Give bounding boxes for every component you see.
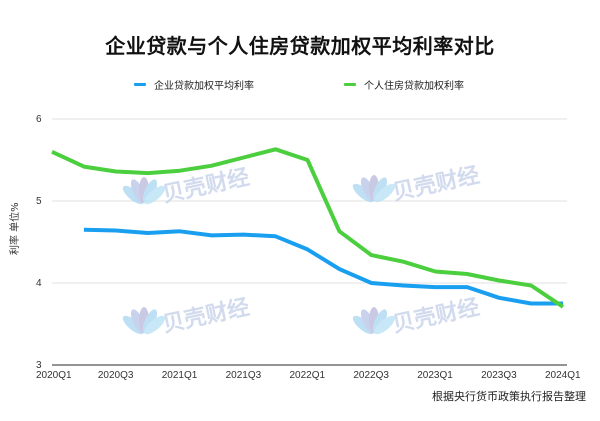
- x-tick-label: 2023Q1: [417, 370, 453, 381]
- y-tick-label: 3: [36, 360, 42, 371]
- watermark-shell-icon: [352, 307, 396, 335]
- y-tick-label: 6: [36, 114, 42, 125]
- watermark-text: 贝壳财经: [390, 162, 481, 206]
- y-tick-label: 4: [36, 278, 42, 289]
- y-tick-label: 5: [36, 196, 42, 207]
- series-line-corporate: [83, 227, 563, 306]
- x-tick-label: 2020Q3: [98, 370, 134, 381]
- chart-title: 企业贷款与个人住房贷款加权平均利率对比: [105, 34, 495, 58]
- x-tick-label: 2023Q3: [481, 370, 517, 381]
- legend-item-corporate[interactable]: 企业贷款加权平均利率: [134, 77, 254, 92]
- x-tick-label: 2021Q3: [226, 370, 262, 381]
- watermark-shell-icon: [122, 307, 166, 335]
- source-note: 根据央行货币政策执行报告整理: [432, 390, 586, 403]
- x-tick-label: 2020Q1: [36, 370, 72, 381]
- legend-item-mortgage[interactable]: 个人住房贷款加权利率: [344, 77, 464, 92]
- watermark-shell-icon: [352, 175, 396, 203]
- series-line-mortgage: [51, 147, 565, 309]
- x-tick-label: 2021Q1: [162, 370, 198, 381]
- legend-swatch-green-icon: [344, 83, 356, 86]
- x-tick-label: 2024Q1: [545, 370, 581, 381]
- legend-label: 企业贷款加权平均利率: [154, 81, 254, 92]
- x-tick-label: 2022Q1: [290, 370, 326, 381]
- watermark-text: 贝壳财经: [160, 294, 251, 338]
- x-tick-label: 2022Q3: [353, 370, 389, 381]
- watermark-text: 贝壳财经: [390, 294, 481, 338]
- legend-swatch-blue-icon: [134, 83, 146, 86]
- y-axis-label: 利率 单位%: [10, 202, 21, 255]
- legend-label: 个人住房贷款加权利率: [364, 81, 464, 92]
- watermark-shell-icon: [122, 177, 166, 205]
